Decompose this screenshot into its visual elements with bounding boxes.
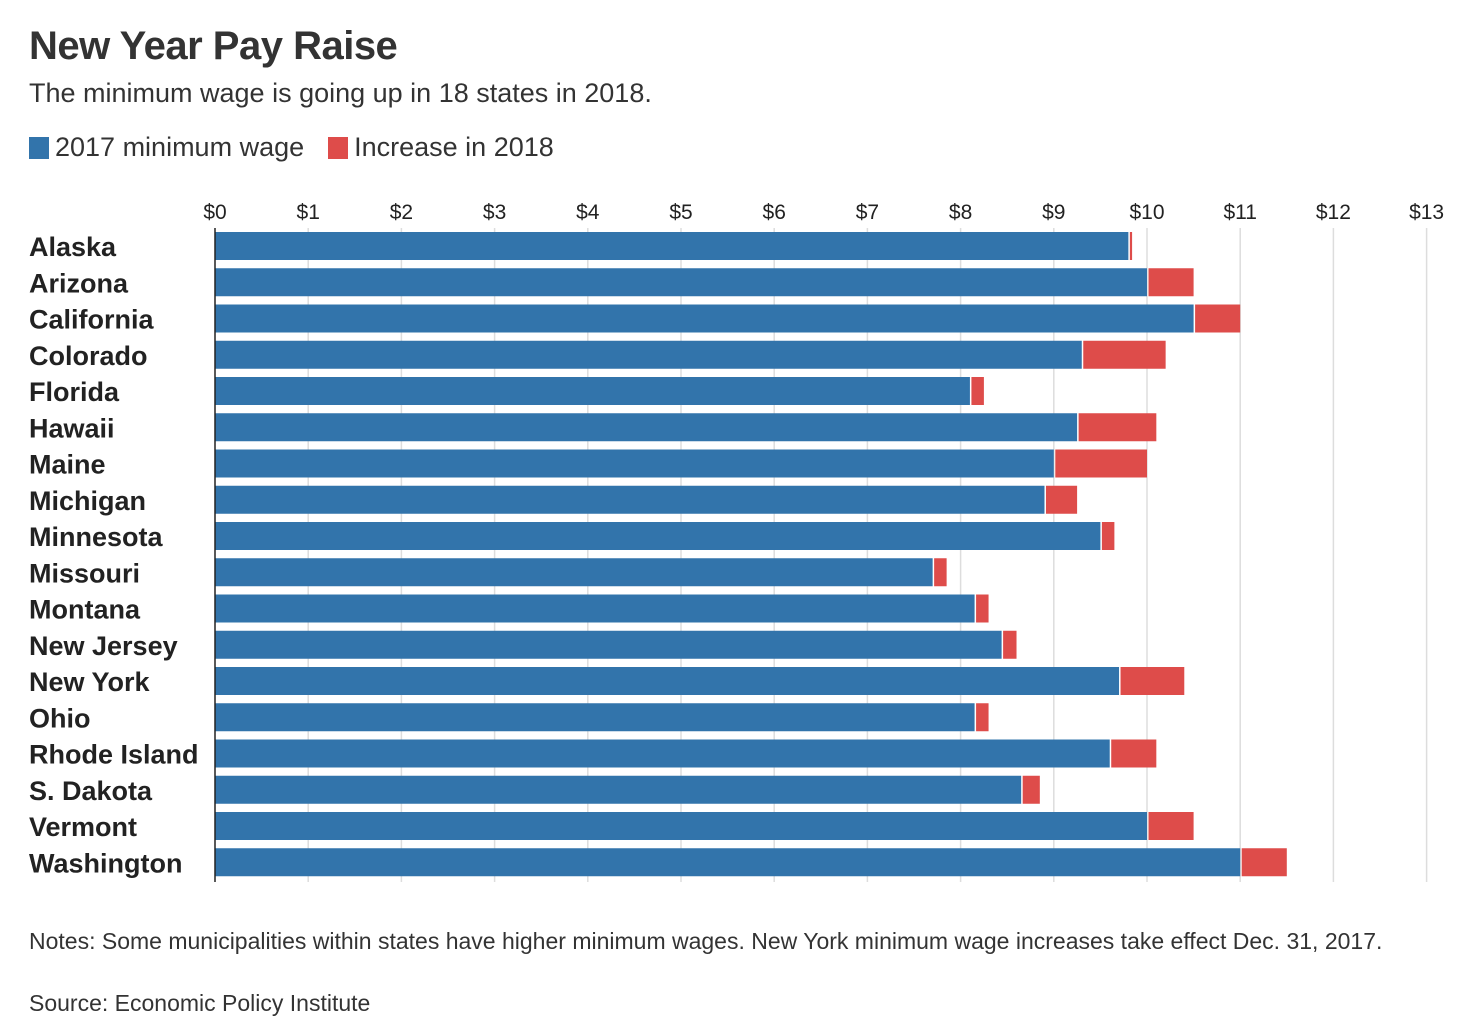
x-tick-label: $12 [1316,201,1351,224]
bar-increase-missouri [934,558,947,587]
bar-increase-ohio [976,703,989,732]
notes-text: Notes: Some municipalities within states… [29,928,1383,954]
category-label: Alaska [29,232,117,262]
bar-increase-washington [1241,848,1287,877]
category-label: Montana [29,595,141,625]
legend-swatch-base [29,136,49,159]
bar-2017-hawaii [215,413,1078,442]
bar-2017-vermont [215,812,1147,840]
legend-item-increase: Increase in 2018 [328,132,554,163]
bar-increase-california [1195,304,1241,333]
category-label: Colorado [29,341,148,371]
x-tick-label: $5 [669,201,692,224]
legend-item-base: 2017 minimum wage [29,132,304,163]
category-labels: Alaska Arizona California Colorado Florida Ha… [29,232,199,878]
x-tick-label: $7 [856,201,879,224]
bar-increase-montana [976,594,989,623]
bar-2017-arizona [215,268,1147,297]
chart-subtitle: The minimum wage is going up in 18 state… [29,78,652,108]
category-label: Rhode Island [29,740,199,770]
category-label: S. Dakota [29,776,153,806]
bar-increase-vermont [1148,812,1194,840]
bar-2017-minnesota [215,522,1101,550]
x-tick-label: $11 [1223,201,1256,224]
bar-2017-washington [215,848,1241,877]
bar-2017-maine [215,449,1054,478]
legend-swatch-increase [328,136,349,159]
bar-2017-new-jersey [215,630,1002,659]
bar-increase-rhode-island [1111,739,1157,768]
bar-increase-new-york [1120,667,1185,695]
gridlines [307,228,1428,882]
category-label: Arizona [29,268,129,298]
bar-increase-s-dakota [1022,775,1040,804]
bar-2017-michigan [215,485,1045,514]
category-label: Maine [29,450,106,480]
bar-2017-rhode-island [215,739,1110,768]
x-tick-label: $3 [483,201,506,224]
x-tick-label: $13 [1409,201,1444,224]
category-label: Washington [29,848,182,878]
bar-increase-new-jersey [1003,630,1017,659]
bar-2017-new-york [215,667,1120,695]
bar-2017-colorado [215,340,1082,369]
category-label: Minnesota [29,522,163,552]
bar-increase-minnesota [1101,522,1115,550]
bar-increase-colorado [1083,340,1166,369]
source-text: Source: Economic Policy Institute [29,990,371,1016]
category-label: Florida [29,377,120,407]
bar-increase-florida [971,377,984,405]
legend-label-increase: Increase in 2018 [354,132,554,162]
x-tick-label: $9 [1042,201,1065,224]
x-tick-label: $10 [1129,201,1164,224]
x-tick-label: $6 [763,201,786,224]
x-tick-label: $8 [949,201,972,224]
chart-title: New Year Pay Raise [29,24,398,68]
x-tick-label: $4 [576,201,600,224]
bar-increase-hawaii [1078,413,1157,442]
x-tick-label: $1 [297,201,320,224]
category-label: Ohio [29,703,91,733]
bar-increase-alaska [1129,232,1133,260]
bar-2017-florida [215,377,970,405]
bar-2017-montana [215,594,975,623]
bar-2017-california [215,304,1194,333]
legend-label-base: 2017 minimum wage [55,132,305,162]
category-label: California [29,305,155,335]
category-label: Missouri [29,558,140,588]
bar-increase-arizona [1148,268,1194,297]
x-tick-label: $0 [203,201,226,224]
category-label: Hawaii [29,413,115,443]
bar-increase-maine [1055,449,1147,478]
bars [215,232,1287,877]
bar-2017-alaska [215,232,1129,260]
legend: 2017 minimum wage Increase in 2018 [29,132,578,163]
category-label: Vermont [29,812,137,842]
bar-2017-ohio [215,703,975,732]
category-label: New Jersey [29,631,178,661]
bar-increase-michigan [1045,485,1078,514]
bar-2017-s-dakota [215,775,1022,804]
category-label: Michigan [29,486,146,516]
bar-2017-missouri [215,558,933,587]
category-label: New York [29,667,151,697]
x-tick-label: $2 [390,201,413,224]
x-axis-ticks: $0 $1 $2 $3 $4 $5 $6 $7 $8 $9 $10 $11 $12 $13 [203,201,1444,224]
